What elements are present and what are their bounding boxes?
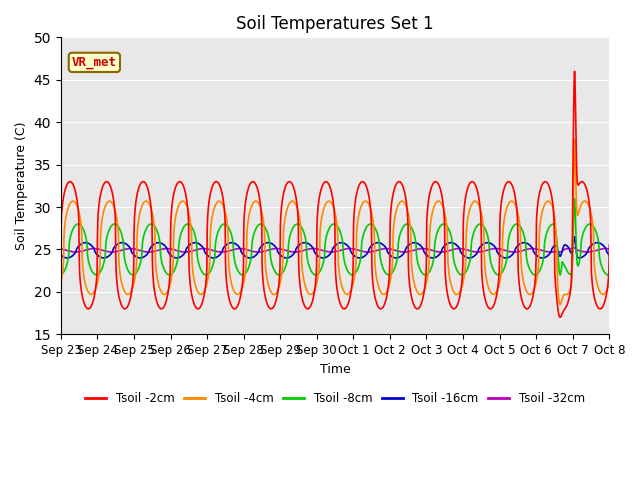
Tsoil -16cm [420,250,428,255]
Tsoil -32cm [605,246,613,252]
Tsoil -2cm [556,314,564,320]
Line: Tsoil -16cm: Tsoil -16cm [61,237,609,258]
Tsoil -2cm [420,289,428,295]
Tsoil -4cm [556,302,564,308]
Tsoil -8cm [241,272,248,277]
Tsoil -32cm [166,246,173,252]
Tsoil -2cm [605,242,613,248]
Tsoil -16cm [605,252,613,258]
Tsoil -2cm [540,179,548,185]
Tsoil -4cm [605,280,613,286]
Tsoil -16cm [571,234,579,240]
Line: Tsoil -32cm: Tsoil -32cm [61,248,609,252]
Tsoil -8cm [556,272,564,278]
Tsoil -4cm [571,136,579,142]
Tsoil -4cm [492,290,500,296]
Line: Tsoil -8cm: Tsoil -8cm [61,199,609,275]
Tsoil -32cm [420,246,428,252]
Tsoil -2cm [571,68,579,74]
Tsoil -32cm [556,249,564,255]
Tsoil -16cm [241,252,248,258]
Tsoil -32cm [571,245,579,251]
Line: Tsoil -2cm: Tsoil -2cm [61,71,609,317]
Tsoil -32cm [492,246,500,252]
Tsoil -8cm [492,271,500,276]
Tsoil -2cm [179,182,187,188]
Text: VR_met: VR_met [72,56,117,69]
Tsoil -8cm [540,250,548,255]
Legend: Tsoil -2cm, Tsoil -4cm, Tsoil -8cm, Tsoil -16cm, Tsoil -32cm: Tsoil -2cm, Tsoil -4cm, Tsoil -8cm, Tsoi… [81,388,589,410]
Tsoil -2cm [492,297,500,302]
Tsoil -4cm [540,203,548,209]
Title: Soil Temperatures Set 1: Soil Temperatures Set 1 [236,15,434,33]
Tsoil -8cm [179,226,187,231]
Tsoil -4cm [241,277,248,283]
Tsoil -32cm [179,249,187,255]
Tsoil -32cm [57,246,65,252]
Tsoil -16cm [179,252,187,258]
Tsoil -32cm [241,246,248,252]
Tsoil -2cm [166,278,173,284]
Tsoil -16cm [57,252,65,258]
Tsoil -4cm [166,284,173,289]
Y-axis label: Soil Temperature (C): Soil Temperature (C) [15,121,28,250]
Tsoil -4cm [57,280,65,286]
X-axis label: Time: Time [320,362,351,375]
Tsoil -8cm [57,272,65,277]
Tsoil -16cm [246,255,253,261]
Tsoil -8cm [571,196,579,202]
Tsoil -2cm [241,214,248,220]
Line: Tsoil -4cm: Tsoil -4cm [61,139,609,305]
Tsoil -8cm [605,272,613,277]
Tsoil -16cm [492,246,500,252]
Tsoil -4cm [420,288,428,293]
Tsoil -2cm [57,242,65,248]
Tsoil -16cm [166,251,173,257]
Tsoil -32cm [540,248,548,254]
Tsoil -8cm [166,272,173,278]
Tsoil -4cm [179,198,187,204]
Tsoil -8cm [420,272,428,277]
Tsoil -16cm [541,255,548,261]
